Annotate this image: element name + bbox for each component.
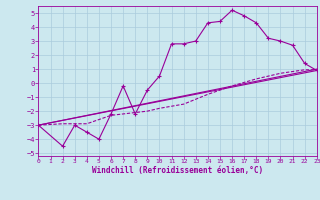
X-axis label: Windchill (Refroidissement éolien,°C): Windchill (Refroidissement éolien,°C) — [92, 166, 263, 175]
